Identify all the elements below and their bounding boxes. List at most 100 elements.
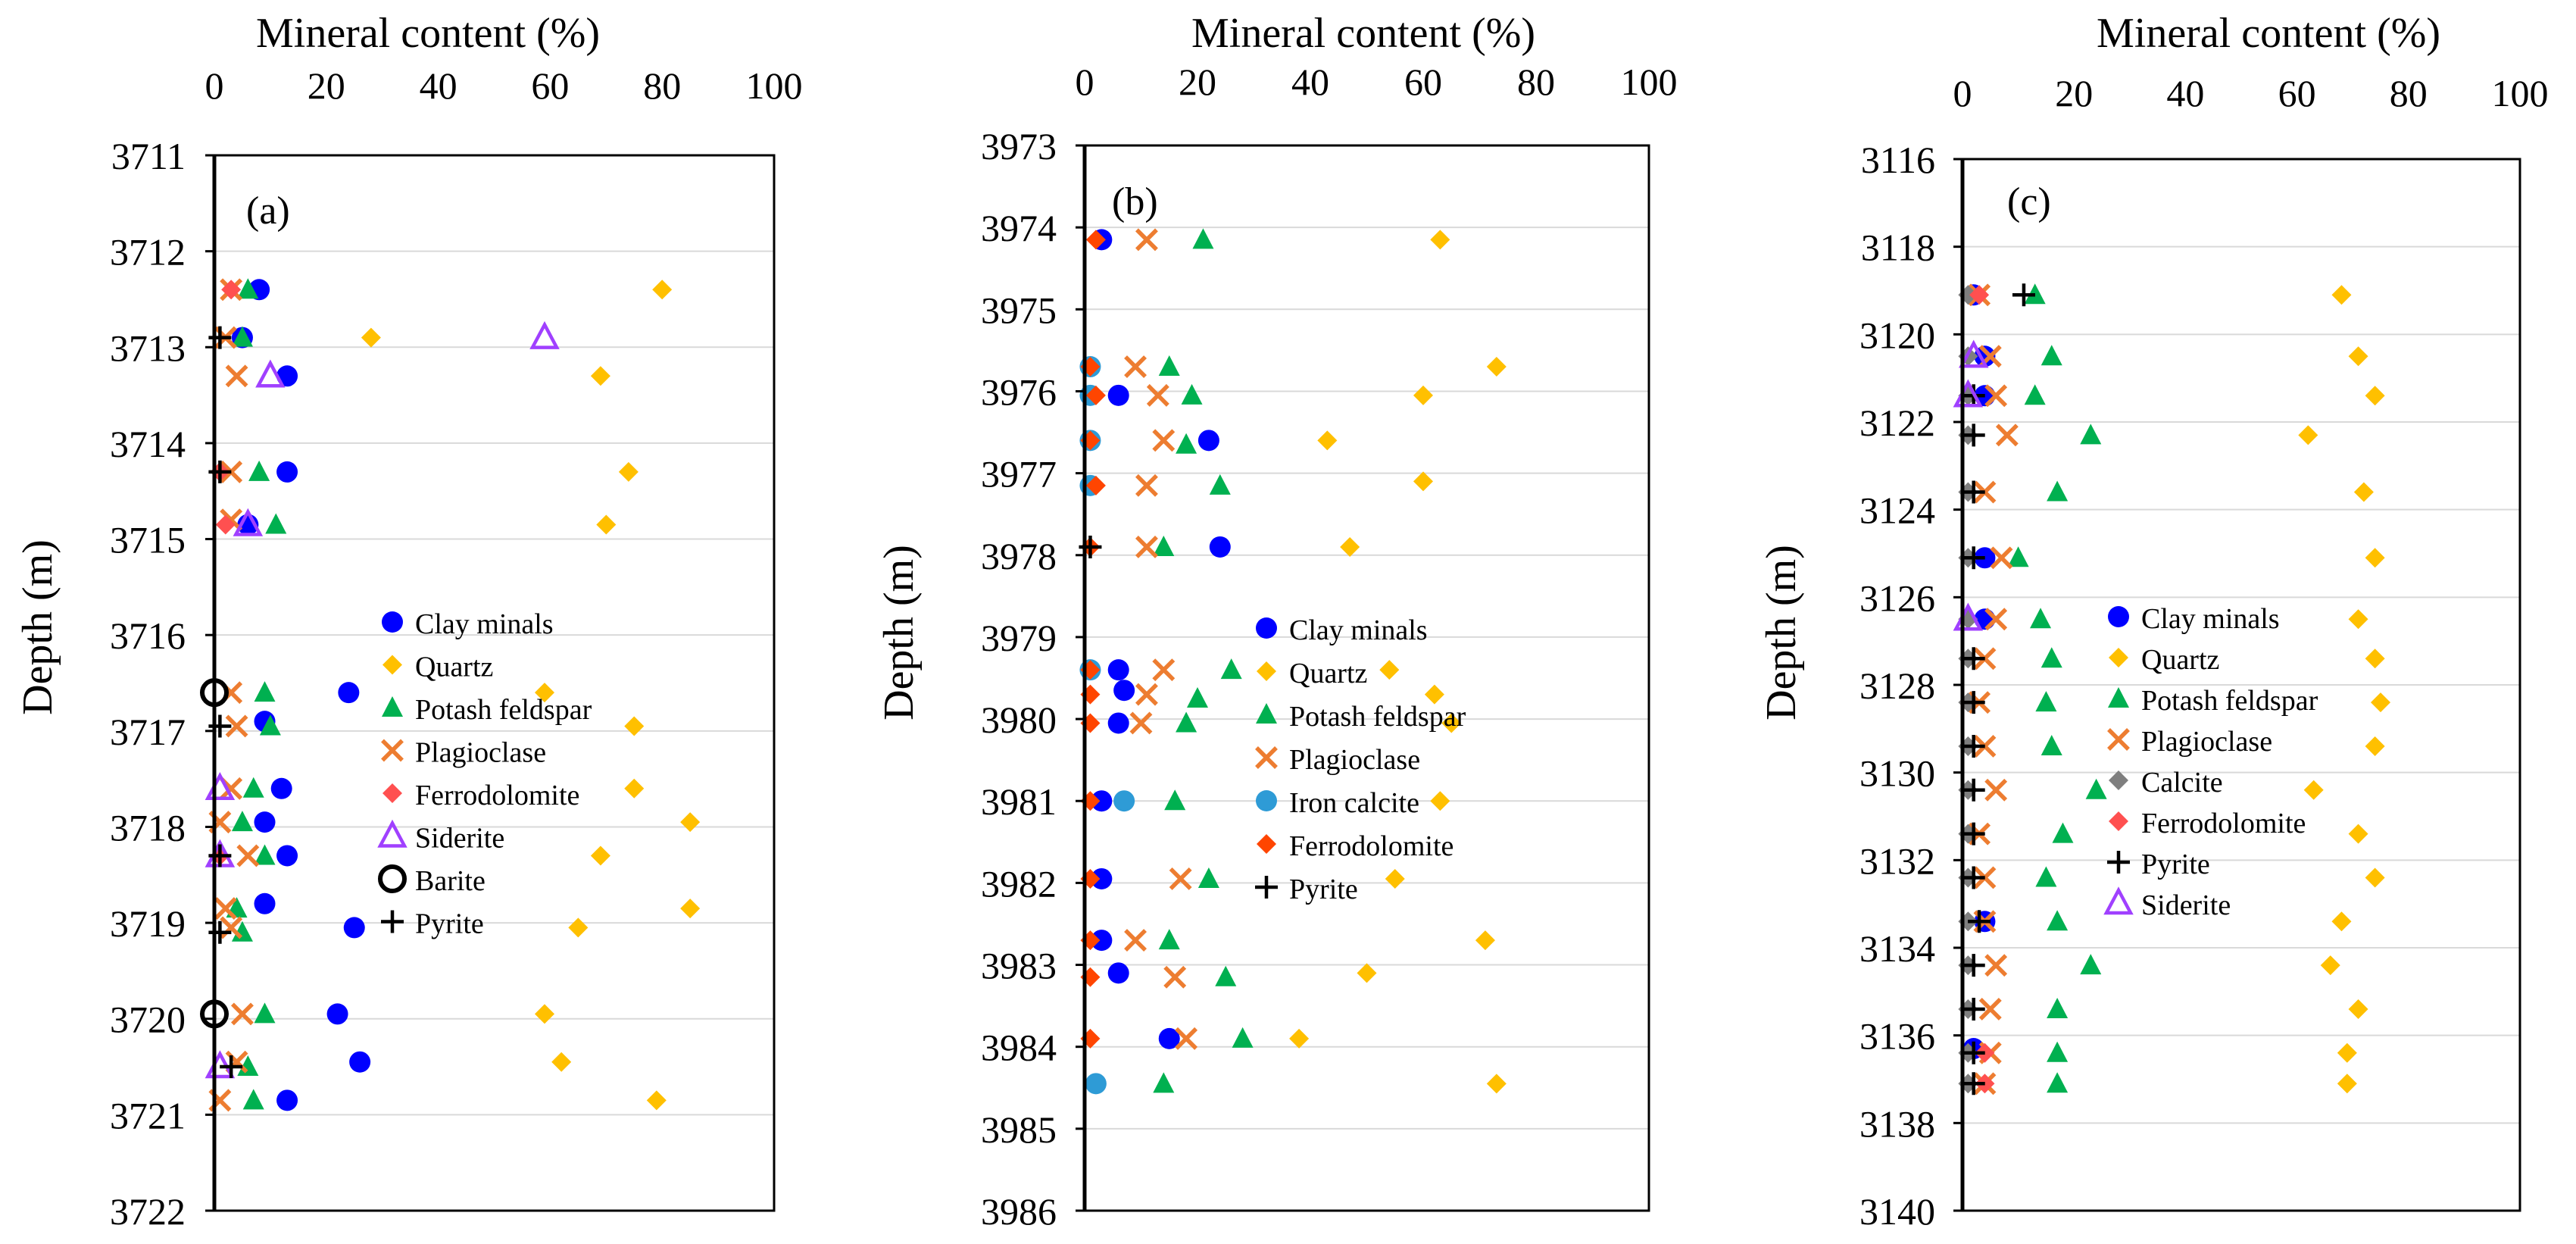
panel-b: Mineral content (%) Depth (m) (b) 0 20 40 6… bbox=[876, 10, 1678, 1233]
data-point: Pyrite: 11% @ 3119.1 m bbox=[2012, 283, 2035, 307]
data-point: Quartz: 62% @ 3979.7 m bbox=[1424, 684, 1444, 705]
data-point: Quartz: 65% @ 3980.05 m bbox=[1441, 713, 1462, 733]
data-point: Clay minals: 13% @ 3714.3 m bbox=[276, 461, 298, 483]
legend-marker bbox=[2108, 687, 2129, 708]
data-point: Siderite: 10% @ 3713.3 m bbox=[255, 359, 286, 388]
y-tick-label: 3714 bbox=[110, 423, 186, 465]
data-point: Quartz: 63% @ 3974.15 m bbox=[1430, 230, 1450, 250]
data-point: Pyrite: 2% @ 3123.6 m bbox=[1962, 480, 1985, 504]
data-point: Quartz: 59% @ 3716.6 m bbox=[535, 683, 555, 703]
data-point: Potash feldspar: 15% @ 3132.4 m bbox=[2035, 866, 2057, 887]
data-point: Quartz: 70% @ 3714.85 m bbox=[596, 514, 617, 535]
legend-label: Clay minals bbox=[415, 608, 554, 640]
data-point: Quartz: 69% @ 3718.3 m bbox=[590, 845, 610, 866]
data-point: Pyrite: 2% @ 3132.4 m bbox=[1962, 866, 1985, 889]
data-point: Plagioclase: 3% @ 3719.05 m bbox=[220, 916, 243, 939]
legend-label: Iron calcite bbox=[1289, 787, 1419, 819]
legend-label: Clay minals bbox=[1289, 614, 1428, 646]
x-tick-label: 20 bbox=[308, 64, 345, 107]
x-tick-label: 40 bbox=[2166, 72, 2204, 114]
legend-item: Quartz bbox=[382, 652, 493, 683]
data-point: Plagioclase: 17% @ 3981.95 m bbox=[1169, 867, 1192, 890]
data-point: Potash feldspar: 17% @ 3135.4 m bbox=[2047, 997, 2069, 1018]
data-point: Pyrite: 1% @ 3716.95 m bbox=[208, 714, 232, 738]
legend-marker bbox=[1256, 703, 1277, 724]
data-point: Quartz: 69% @ 3137.1 m bbox=[2337, 1074, 2357, 1094]
legend-label: Plagioclase bbox=[415, 737, 546, 769]
x-tick-label: 0 bbox=[1076, 61, 1094, 103]
legend-label: Plagioclase bbox=[1289, 744, 1420, 776]
data-point: Clay minals: 6% @ 3983.1 m bbox=[1107, 962, 1129, 984]
legend-label: Potash feldspar bbox=[415, 694, 592, 726]
series-clay-minals: Clay minals: 3% @ 3974.15 mClay minals: … bbox=[1091, 229, 1231, 1049]
data-point: Potash feldspar: 9% @ 3719.95 m bbox=[254, 1002, 276, 1024]
x-tick-label: 40 bbox=[420, 64, 457, 107]
legend-label: Quartz bbox=[1289, 658, 1367, 689]
y-tick-label: 3986 bbox=[981, 1190, 1057, 1233]
data-point: Potash feldspar: 24% @ 3977.15 m bbox=[1209, 474, 1231, 495]
data-point: Ferrodolomite: 3% @ 3712.4 m bbox=[221, 280, 242, 300]
data-point: Quartz: 71% @ 3135.4 m bbox=[2348, 999, 2368, 1019]
panel-b-xlabel: Mineral content (%) bbox=[1191, 10, 1535, 57]
legend-label: Ferrodolomite bbox=[415, 780, 579, 811]
series-pyrite: Pyrite: 1% @ 3712.9 m Pyrite: 1% @ 3714.3… bbox=[208, 326, 243, 1079]
y-tick-label: 3120 bbox=[1859, 314, 1935, 356]
y-tick-label: 3976 bbox=[981, 370, 1057, 413]
y-tick-label: 3719 bbox=[110, 902, 186, 945]
data-point: Quartz: 75% @ 3716.95 m bbox=[624, 716, 645, 736]
data-point: Quartz: 47% @ 3977.9 m bbox=[1340, 536, 1360, 557]
y-tick-label: 3985 bbox=[981, 1108, 1057, 1151]
x-tick-label: 100 bbox=[2492, 72, 2549, 114]
data-point: Clay minals: 3% @ 3981.95 m bbox=[1091, 867, 1113, 889]
legend-item: Quartz bbox=[1257, 658, 1367, 689]
data-point: Quartz: 85% @ 3717.95 m bbox=[680, 812, 701, 833]
data-point: Pyrite: 1% @ 3718.3 m bbox=[208, 844, 232, 867]
legend-item: Clay minals bbox=[382, 608, 554, 640]
legend-label: Pyrite bbox=[415, 908, 484, 940]
data-point: Potash feldspar: 9% @ 3718.3 m bbox=[254, 844, 276, 865]
x-tick-label: 100 bbox=[746, 64, 803, 107]
legend-label: Quartz bbox=[415, 652, 493, 683]
data-point: Quartz: 43% @ 3976.6 m bbox=[1317, 430, 1338, 451]
data-point: Quartz: 71% @ 3120.5 m bbox=[2348, 346, 2368, 367]
data-point: Quartz: 69% @ 3136.4 m bbox=[2337, 1042, 2357, 1063]
data-point: Plagioclase: 13% @ 3976.05 m bbox=[1146, 383, 1169, 407]
legend-marker bbox=[2109, 648, 2128, 667]
data-point: Clay minals: 6% @ 3976.05 m bbox=[1107, 384, 1129, 406]
data-point: Potash feldspar: 17% @ 3123.6 m bbox=[2047, 480, 2069, 502]
panel-b-label: (b) bbox=[1112, 180, 1158, 223]
data-point: Plagioclase: 6% @ 3126.5 m bbox=[1984, 608, 2008, 631]
data-point: Potash feldspar: 16% @ 3120.5 m bbox=[2041, 345, 2062, 366]
legend-item: Siderite bbox=[377, 819, 504, 855]
y-tick-label: 3130 bbox=[1859, 752, 1935, 795]
data-point: Potash feldspar: 23% @ 3134.4 m bbox=[2080, 954, 2102, 975]
data-point: Quartz: 69% @ 3713.3 m bbox=[590, 366, 610, 386]
data-point: Quartz: 75% @ 3128.4 m bbox=[2371, 692, 2390, 713]
data-point: Pyrite: 1% @ 3719.1 m bbox=[208, 920, 232, 944]
data-point: Clay minals: 12% @ 3717.6 m bbox=[270, 777, 292, 799]
data-point: Quartz: 38% @ 3983.9 m bbox=[1289, 1028, 1310, 1049]
data-point: Quartz: 50% @ 3983.1 m bbox=[1357, 963, 1377, 983]
data-point: Quartz: 66% @ 3134.4 m bbox=[2320, 955, 2340, 976]
data-point: Potash feldspar: 15% @ 3975.7 m bbox=[1158, 355, 1180, 377]
data-point: Plagioclase: 5% @ 3719.95 m bbox=[231, 1002, 254, 1026]
data-point: Clay minals: 26% @ 3720.45 m bbox=[349, 1051, 371, 1073]
data-point: Clay minals: 3% @ 3982.7 m bbox=[1091, 930, 1113, 952]
legend-item: Calcite bbox=[2109, 767, 2223, 799]
data-point: Quartz: 74% @ 3121.4 m bbox=[2365, 386, 2385, 406]
y-tick-label: 3981 bbox=[981, 780, 1057, 823]
legend-marker bbox=[1256, 617, 1277, 639]
y-tick-label: 3124 bbox=[1859, 489, 1935, 532]
series-plagioclase: Plagioclase: 3% @ 3712.4 mPlagioclase: 2… bbox=[208, 278, 260, 1112]
data-point: Potash feldspar: 17% @ 3137.1 m bbox=[2047, 1072, 2069, 1093]
data-point: Pyrite: 2% @ 3131.4 m bbox=[1962, 822, 1985, 845]
legend-item: Clay minals bbox=[1256, 614, 1428, 646]
data-point: Pyrite: 1% @ 3712.9 m bbox=[208, 326, 232, 349]
data-point: Quartz: 74% @ 3127.4 m bbox=[2365, 649, 2385, 669]
legend-item: Potash feldspar bbox=[382, 694, 592, 726]
data-point: Potash feldspar: 18% @ 3131.4 m bbox=[2052, 822, 2074, 843]
data-point: Clay minals: 6% @ 3979.4 m bbox=[1107, 659, 1129, 681]
data-point: Plagioclase: 9% @ 3982.7 m bbox=[1124, 929, 1147, 952]
data-point: Potash feldspar: 16% @ 3981 m bbox=[1164, 789, 1186, 811]
